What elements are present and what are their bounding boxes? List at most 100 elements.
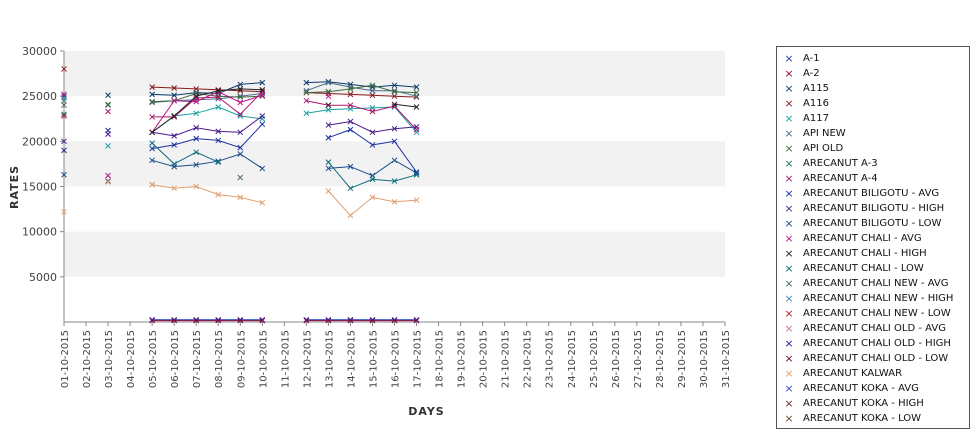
legend-item: × ARECANUT KOKA - AVG bbox=[777, 381, 969, 396]
data-point bbox=[325, 79, 332, 86]
data-point bbox=[303, 97, 310, 104]
data-point bbox=[105, 179, 111, 185]
data-point bbox=[413, 317, 420, 324]
data-point bbox=[391, 82, 398, 89]
legend-item: × ARECANUT CHALI - AVG bbox=[777, 231, 969, 246]
legend-marker-icon: × bbox=[784, 397, 794, 410]
series-line bbox=[152, 91, 417, 130]
legend-label: ARECANUT CHALI OLD - HIGH bbox=[803, 338, 951, 349]
data-point bbox=[105, 172, 111, 179]
data-point bbox=[149, 98, 155, 105]
legend-marker-icon: × bbox=[784, 307, 794, 320]
legend-marker-icon: × bbox=[784, 97, 794, 110]
data-point bbox=[149, 140, 155, 146]
legend-marker-icon: × bbox=[784, 202, 794, 215]
grid-band bbox=[64, 231, 725, 277]
data-point bbox=[171, 317, 178, 324]
data-point bbox=[259, 113, 266, 119]
legend-marker-icon: × bbox=[784, 277, 794, 290]
data-point bbox=[171, 161, 178, 167]
data-point bbox=[171, 97, 178, 104]
data-point bbox=[149, 91, 155, 98]
data-point bbox=[413, 316, 420, 323]
legend-label: ARECANUT A-3 bbox=[803, 158, 878, 169]
data-point bbox=[347, 163, 354, 170]
data-point bbox=[171, 92, 178, 99]
legend-item: × A115 bbox=[777, 81, 969, 96]
legend-item: × ARECANUT A-4 bbox=[777, 171, 969, 186]
data-point bbox=[413, 84, 420, 90]
legend-label: ARECANUT KOKA - LOW bbox=[803, 413, 922, 424]
data-point bbox=[171, 133, 178, 139]
data-point bbox=[391, 93, 398, 100]
data-point bbox=[259, 93, 266, 100]
data-point bbox=[237, 144, 244, 151]
data-point bbox=[369, 194, 376, 201]
x-tick-label: 14-10-2015 bbox=[346, 330, 357, 388]
data-point bbox=[61, 138, 67, 145]
data-point bbox=[215, 128, 222, 135]
data-point bbox=[325, 317, 332, 324]
data-point bbox=[61, 66, 67, 72]
data-point bbox=[303, 317, 310, 324]
series-line bbox=[152, 86, 417, 98]
x-tick-label: 04-10-2015 bbox=[126, 330, 137, 388]
x-tick-label: 18-10-2015 bbox=[435, 330, 446, 388]
data-point bbox=[391, 199, 398, 205]
x-tick-label: 08-10-2015 bbox=[214, 330, 225, 388]
legend-label: A-2 bbox=[803, 68, 820, 79]
data-point bbox=[259, 79, 266, 86]
x-tick-label: 20-10-2015 bbox=[479, 330, 490, 388]
data-point bbox=[193, 183, 200, 190]
data-point bbox=[61, 97, 67, 104]
data-point bbox=[303, 89, 310, 96]
data-point bbox=[215, 158, 222, 165]
legend-label: ARECANUT A-4 bbox=[803, 173, 878, 184]
x-tick-label: 31-10-2015 bbox=[721, 330, 732, 388]
x-tick-label: 15-10-2015 bbox=[368, 330, 379, 388]
data-point bbox=[369, 87, 376, 94]
data-point bbox=[171, 113, 178, 119]
data-point bbox=[193, 93, 200, 100]
data-point bbox=[391, 316, 398, 323]
data-point bbox=[259, 165, 266, 172]
data-point bbox=[369, 317, 376, 324]
legend-marker-icon: × bbox=[784, 412, 794, 425]
data-point bbox=[61, 102, 67, 109]
legend-item: × A-2 bbox=[777, 66, 969, 81]
data-point bbox=[171, 316, 178, 323]
x-tick-label: 19-10-2015 bbox=[457, 330, 468, 388]
data-point bbox=[347, 317, 354, 324]
legend-item: × A117 bbox=[777, 111, 969, 126]
legend-marker-icon: × bbox=[784, 127, 794, 140]
data-point bbox=[61, 93, 67, 100]
data-point bbox=[413, 124, 420, 130]
data-point bbox=[303, 110, 310, 117]
data-point bbox=[413, 197, 420, 203]
data-point bbox=[237, 111, 244, 118]
legend-item: × ARECANUT CHALI NEW - AVG bbox=[777, 276, 969, 291]
data-point bbox=[259, 316, 266, 323]
data-point bbox=[215, 317, 222, 324]
data-point bbox=[237, 94, 244, 100]
legend-marker-icon: × bbox=[784, 262, 794, 275]
legend-item: × ARECANUT BILIGOTU - HIGH bbox=[777, 201, 969, 216]
legend-item: × API OLD bbox=[777, 141, 969, 156]
x-tick-label: 16-10-2015 bbox=[391, 330, 402, 388]
data-point bbox=[391, 101, 398, 108]
data-point bbox=[215, 191, 222, 198]
legend-label: ARECANUT KOKA - HIGH bbox=[803, 398, 924, 409]
data-point bbox=[149, 114, 155, 120]
legend-item: × ARECANUT KALWAR bbox=[777, 366, 969, 381]
data-point bbox=[193, 317, 200, 324]
x-tick-label: 03-10-2015 bbox=[104, 330, 115, 388]
legend-marker-icon: × bbox=[784, 292, 794, 305]
legend-item: × ARECANUT CHALI OLD - HIGH bbox=[777, 336, 969, 351]
legend-item: × ARECANUT CHALI OLD - LOW bbox=[777, 351, 969, 366]
data-point bbox=[193, 149, 200, 156]
data-point bbox=[259, 92, 266, 99]
legend-item: × ARECANUT CHALI - LOW bbox=[777, 261, 969, 276]
legend-label: ARECANUT KOKA - AVG bbox=[803, 383, 919, 394]
data-point bbox=[149, 145, 155, 152]
data-point bbox=[193, 98, 200, 105]
